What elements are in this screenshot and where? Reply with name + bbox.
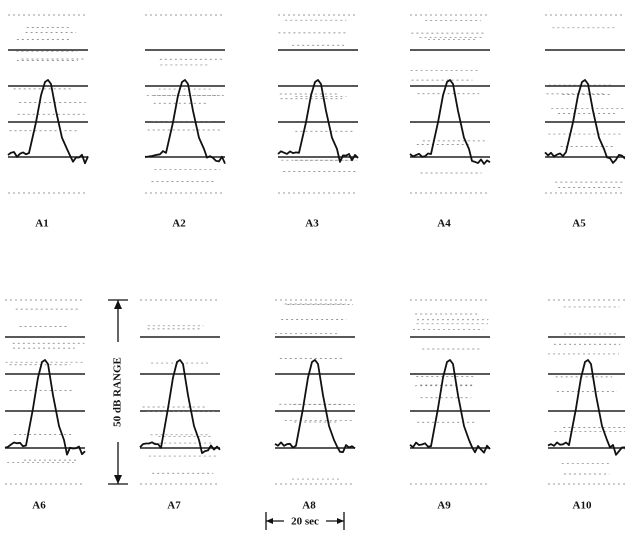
- waveform: [7, 79, 89, 165]
- range-label: 50 dB RANGE: [112, 357, 124, 427]
- panel-label: A10: [573, 500, 592, 512]
- panel-label: A3: [305, 218, 319, 230]
- waveform: [547, 359, 625, 456]
- range-label-bg: [110, 342, 126, 442]
- panel-label: A2: [172, 218, 186, 230]
- time-arrowhead: [266, 518, 273, 524]
- waveform: [144, 79, 226, 164]
- waveform: [4, 359, 86, 456]
- waveform: [277, 79, 359, 163]
- waveform: [409, 79, 491, 165]
- panel-label: A7: [167, 500, 181, 512]
- time-label: 20 sec: [291, 516, 319, 528]
- panel-label: A6: [32, 500, 46, 512]
- panel-label: A5: [572, 218, 586, 230]
- range-arrowhead: [114, 475, 122, 484]
- time-arrowhead: [337, 518, 344, 524]
- waveform: [409, 359, 491, 454]
- range-arrowhead: [114, 300, 122, 309]
- panel-label: A8: [302, 500, 316, 512]
- waveform: [274, 359, 356, 453]
- waveform: [139, 359, 221, 454]
- panel-label: A4: [437, 218, 451, 230]
- panel-label: A1: [35, 218, 48, 230]
- panel-label: A9: [437, 500, 451, 512]
- waveform: [544, 79, 625, 164]
